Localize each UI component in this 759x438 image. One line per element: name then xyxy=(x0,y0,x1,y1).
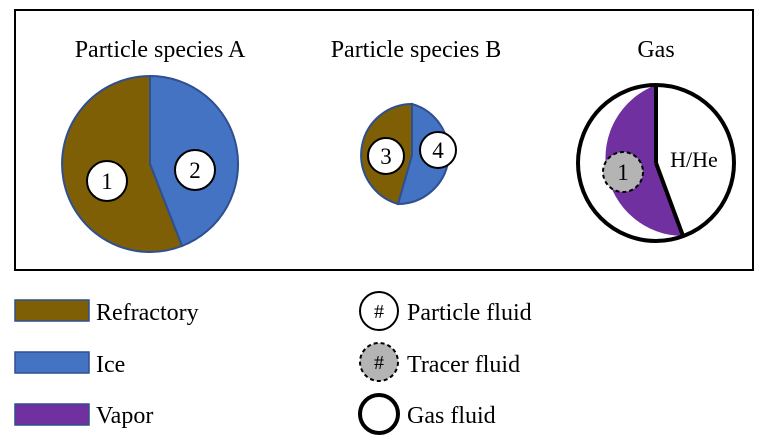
species-a-particle-fluid-2 xyxy=(174,149,216,191)
legend-ice-label: Ice xyxy=(96,352,125,378)
species-a-ice-number: 2 xyxy=(189,158,201,183)
species-b-particle-fluid-3 xyxy=(367,137,405,175)
gas-hhe-slice xyxy=(656,85,734,236)
species-b-pie: 3 4 xyxy=(360,102,457,206)
legend-ice-swatch xyxy=(14,351,90,374)
legend-fluids: # Particle fluid # Tracer fluid Gas flui… xyxy=(358,291,532,435)
gas-tracer-number: 1 xyxy=(617,160,629,185)
legend-gas-fluid-marker xyxy=(358,393,400,435)
gas-tracer-fluid xyxy=(602,151,644,193)
species-a-refractory-slice xyxy=(61,74,184,253)
gas-title: Gas xyxy=(637,37,674,63)
legend-refractory-swatch xyxy=(14,299,90,322)
legend-tracer-fluid-label: Tracer fluid xyxy=(407,352,520,378)
legend-particle-fluid-marker xyxy=(359,291,399,331)
legend-refractory-label: Refractory xyxy=(96,300,199,326)
gas-outline xyxy=(576,83,736,243)
species-a-particle-fluid-1 xyxy=(86,160,128,202)
species-a-title: Particle species A xyxy=(75,37,246,63)
legend-material: Refractory Ice Vapor xyxy=(14,299,199,429)
legend-particle-fluid-label: Particle fluid xyxy=(407,300,532,326)
legend-tracer-fluid-marker xyxy=(359,342,399,382)
legend-vapor-swatch xyxy=(14,403,90,426)
species-b-particle-fluid-4 xyxy=(419,131,457,169)
gas-pie: 1 H/He xyxy=(576,83,736,243)
gas-vapor-slice xyxy=(605,85,683,236)
gas-hhe-label: H/He xyxy=(670,147,718,172)
legend-vapor-label: Vapor xyxy=(96,403,153,429)
species-a-pie: 1 2 xyxy=(61,74,240,253)
species-b-title: Particle species B xyxy=(331,37,502,63)
species-b-ice-number: 4 xyxy=(432,138,444,163)
legend-gas-fluid-label: Gas fluid xyxy=(407,403,496,429)
diagram-frame xyxy=(14,9,754,271)
species-a-refractory-number: 1 xyxy=(101,169,113,194)
legend-tracer-fluid-hash: # xyxy=(374,352,384,374)
species-b-refractory-number: 3 xyxy=(380,144,392,169)
legend-particle-fluid-hash: # xyxy=(374,301,384,323)
gas-divider-bottom xyxy=(654,162,685,237)
